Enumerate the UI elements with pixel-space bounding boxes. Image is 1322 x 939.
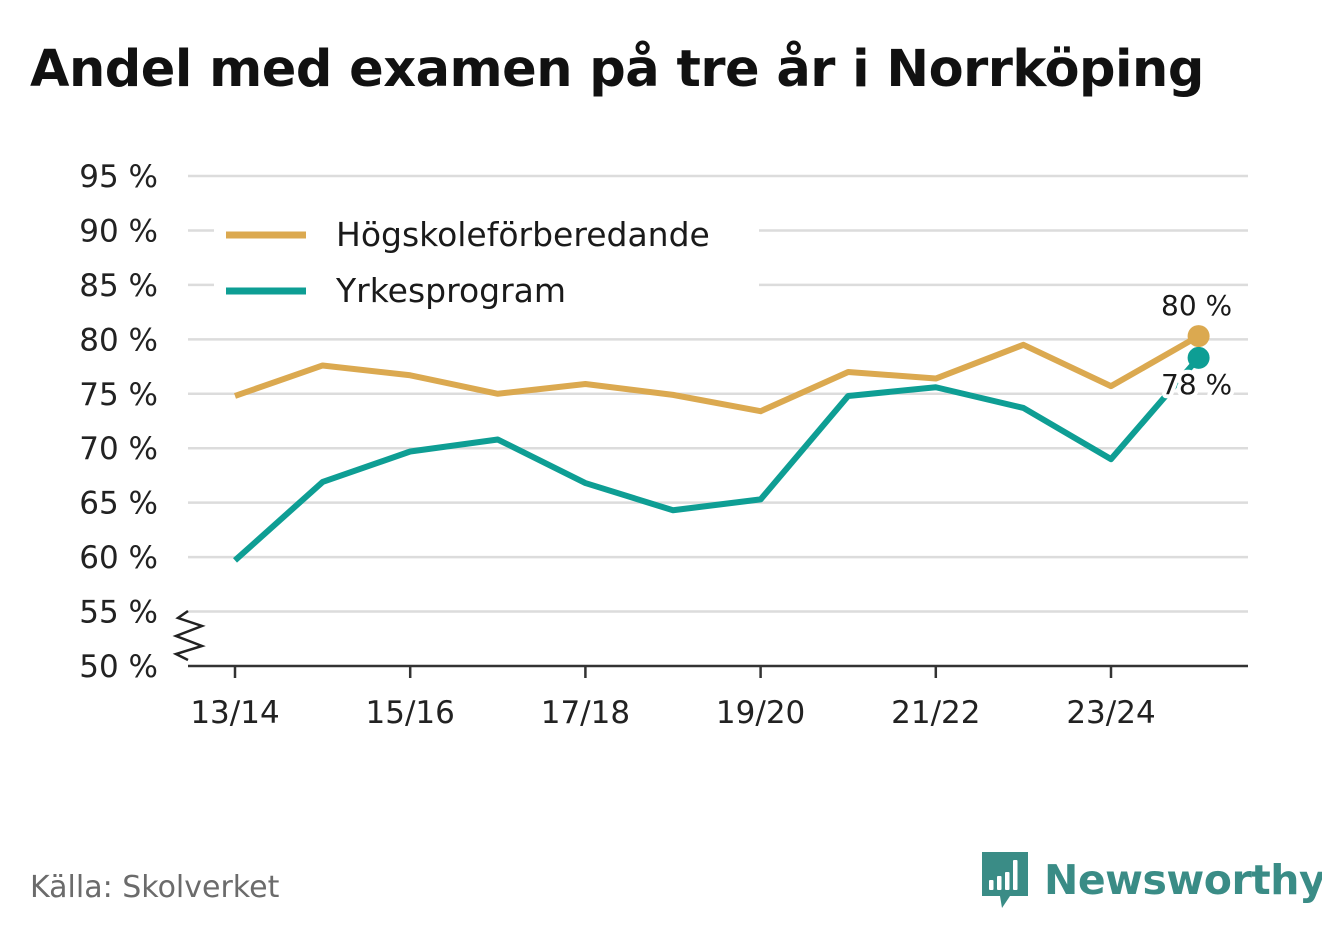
series-line-hogskoleforberedande xyxy=(234,333,1201,415)
end-label: 80 % xyxy=(1161,289,1232,322)
legend-background xyxy=(214,200,759,316)
legend-label: Högskoleförberedande xyxy=(336,215,710,254)
x-tick-label: 23/24 xyxy=(1066,695,1155,731)
y-tick-label: 95 % xyxy=(79,159,158,195)
x-tick-label: 15/16 xyxy=(366,695,455,731)
y-tick-label: 55 % xyxy=(79,595,158,631)
brand-name: Newsworthy xyxy=(1044,856,1322,904)
x-tick-label: 21/22 xyxy=(891,695,980,731)
end-labels: 80 % 78 % xyxy=(1157,285,1236,405)
axis-break-icon xyxy=(172,609,206,662)
series-line-yrkesprogram xyxy=(232,355,1201,563)
x-tick-label: 13/14 xyxy=(190,695,279,731)
newsworthy-logo: Newsworthy xyxy=(980,850,1322,910)
y-tick-label: 50 % xyxy=(79,649,158,685)
y-tick-label: 75 % xyxy=(79,377,158,413)
y-axis-tick-labels: 50 % 55 % 60 % 65 % 70 % 75 % 80 % 85 % 90 % 95 % xyxy=(79,159,158,685)
x-axis xyxy=(172,609,1248,678)
end-marker xyxy=(1187,325,1210,348)
legend: Högskoleförberedande Yrkesprogram xyxy=(214,200,759,316)
end-marker xyxy=(1187,346,1210,369)
x-tick-label: 17/18 xyxy=(541,695,630,731)
x-tick-label: 19/20 xyxy=(716,695,805,731)
newsworthy-bars-icon xyxy=(982,852,1028,908)
y-tick-label: 85 % xyxy=(79,268,158,304)
y-tick-label: 60 % xyxy=(79,540,158,576)
end-label: 78 % xyxy=(1161,368,1232,401)
chart-title: Andel med examen på tre år i Norrköping xyxy=(30,40,1204,99)
legend-label: Yrkesprogram xyxy=(335,271,566,310)
y-tick-label: 70 % xyxy=(79,431,158,467)
x-axis-tick-labels: 13/14 15/16 17/18 19/20 21/22 23/24 xyxy=(190,695,1155,731)
y-tick-label: 90 % xyxy=(79,213,158,249)
y-tick-label: 80 % xyxy=(79,322,158,358)
y-tick-label: 65 % xyxy=(79,486,158,522)
source-note: Källa: Skolverket xyxy=(30,870,280,905)
series-lines xyxy=(232,325,1210,563)
